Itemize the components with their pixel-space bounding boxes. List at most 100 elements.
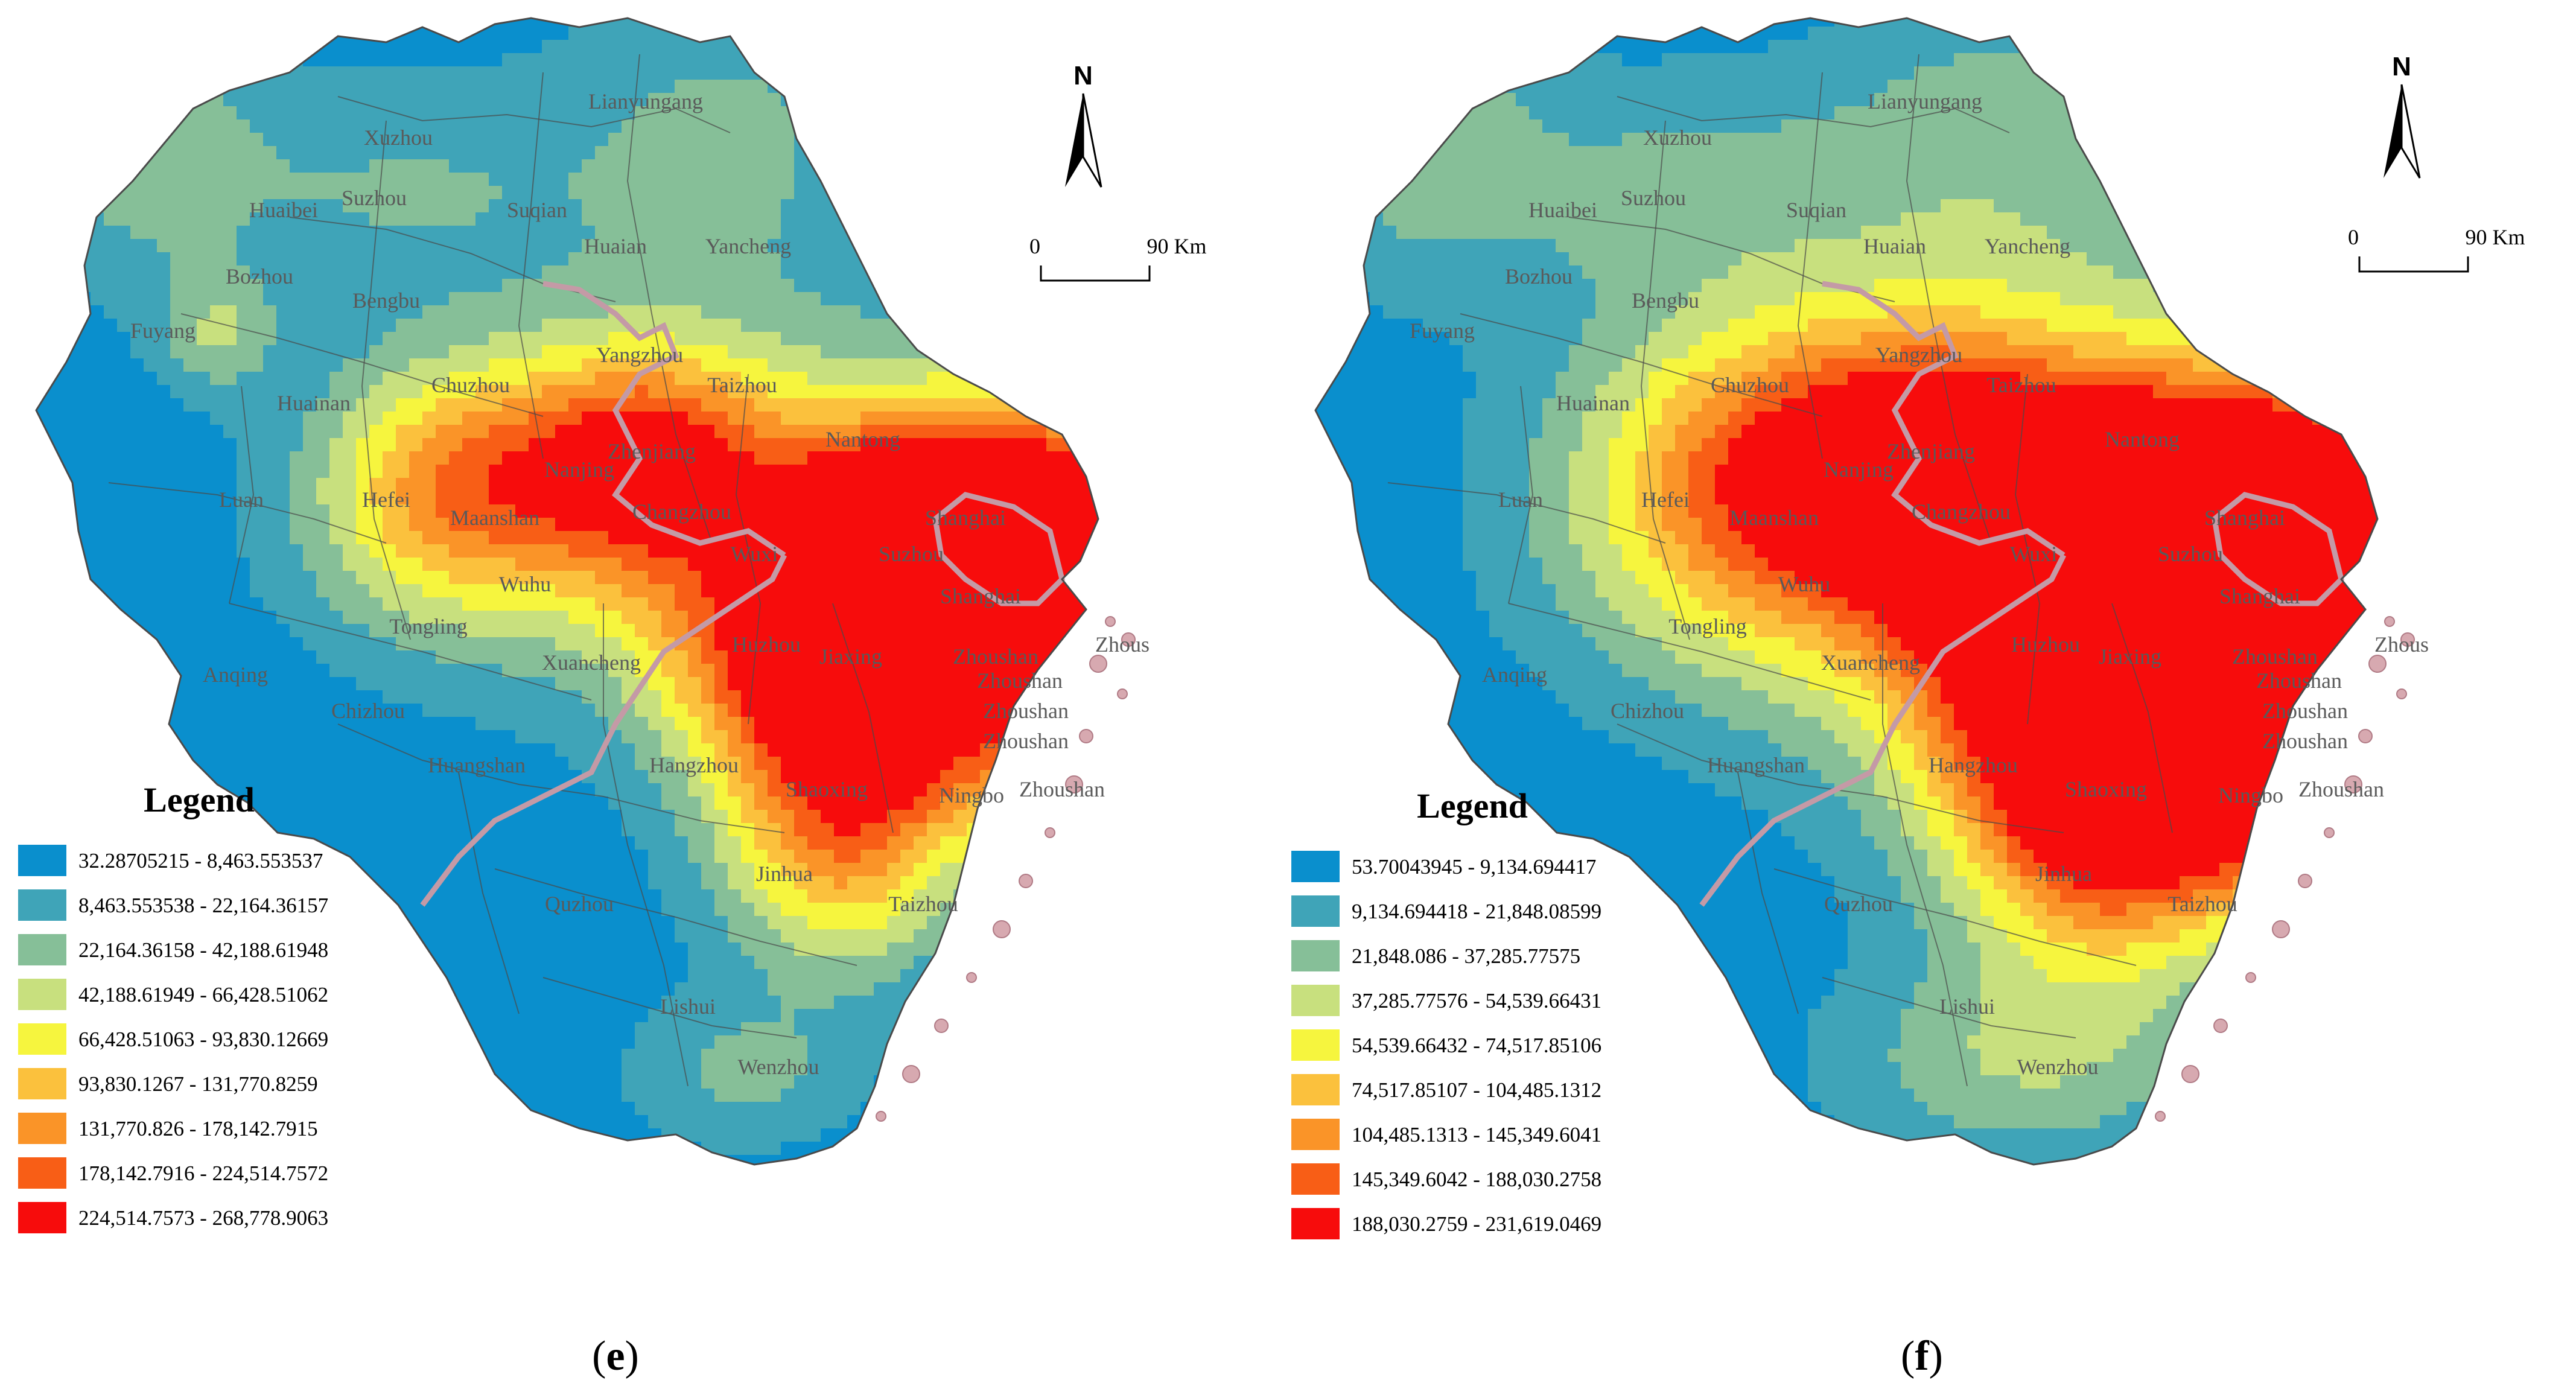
- city-label: Nanjing: [1824, 457, 1894, 482]
- city-label: Hefei: [362, 488, 410, 512]
- legend-swatch: [1291, 1119, 1340, 1150]
- legend-swatch: [1291, 1208, 1340, 1239]
- city-label: Shanghai: [2219, 584, 2300, 608]
- scale-end: 90 Km: [2466, 225, 2525, 249]
- city-label: Zhoushan: [953, 644, 1038, 669]
- city-label: Anqing: [203, 663, 268, 687]
- legend-label: 188,030.2759 - 231,619.0469: [1352, 1212, 1601, 1236]
- city-label: Chuzhou: [431, 373, 510, 397]
- city-label: Shanghai: [925, 506, 1006, 530]
- city-label: Huangshan: [1707, 753, 1805, 777]
- city-label: Tongling: [389, 614, 467, 638]
- city-label: Huaibei: [1528, 198, 1597, 222]
- legend-label: 93,830.1267 - 131,770.8259: [78, 1072, 318, 1096]
- scale-bar: 0 90 Km: [1029, 234, 1207, 282]
- city-label: Luan: [219, 488, 264, 512]
- city-label: Zhoushan: [977, 669, 1063, 693]
- city-label: Jiaxing: [819, 644, 882, 669]
- city-label: Zhoushan: [2262, 699, 2348, 723]
- legend-label: 74,517.85107 - 104,485.1312: [1352, 1078, 1601, 1102]
- city-label: Taizhou: [1986, 373, 2056, 397]
- city-label: Zhoushan: [983, 729, 1069, 753]
- legend-label: 42,188.61949 - 66,428.51062: [78, 983, 328, 1006]
- city-label: Wuhu: [499, 572, 552, 596]
- legend-swatch: [18, 979, 66, 1010]
- city-label: Hangzhou: [649, 753, 739, 777]
- city-label: Xuzhou: [364, 126, 433, 150]
- city-label: Quzhou: [545, 892, 614, 916]
- legend-swatch: [18, 845, 66, 876]
- city-label: Zhoushan: [2298, 777, 2384, 801]
- city-label: Maanshan: [450, 506, 539, 530]
- city-label: Suqian: [507, 198, 567, 222]
- city-label: Shanghai: [2204, 506, 2285, 530]
- legend-swatch: [1291, 1029, 1340, 1061]
- scale-bar: 0 90 Km: [2348, 225, 2525, 273]
- city-labels: Xuzhou Lianyungang Suzhou Huaibei Suqian Huai…: [130, 89, 1150, 1079]
- city-label: Xuancheng: [542, 650, 641, 675]
- city-label: Zhoushan: [2256, 669, 2342, 693]
- city-label: Shanghai: [940, 584, 1021, 608]
- legend-swatch: [18, 1068, 66, 1099]
- city-label: Taizhou: [888, 892, 958, 916]
- legend-swatch: [1291, 940, 1340, 971]
- city-label: Chizhou: [331, 699, 405, 723]
- city-label: Hangzhou: [1929, 753, 2018, 777]
- city-label: Tongling: [1668, 614, 1746, 638]
- city-label: Shaoxing: [2065, 777, 2147, 801]
- legend-title: Legend: [1417, 786, 1528, 825]
- legend-swatch: [1291, 895, 1340, 927]
- city-label: Yancheng: [1985, 234, 2070, 258]
- legend-swatch: [18, 889, 66, 921]
- city-label: Huaian: [1863, 234, 1926, 258]
- panel-caption: (f): [1901, 1333, 1943, 1379]
- admin-boundaries: [1314, 17, 2415, 1166]
- city-label: Fuyang: [1410, 319, 1475, 343]
- panel-caption: (e): [592, 1333, 639, 1379]
- city-label: Zhoushan: [983, 699, 1069, 723]
- city-label: Lianyungang: [1868, 89, 1982, 113]
- legend-label: 53.70043945 - 9,134.694417: [1352, 855, 1596, 879]
- city-label: Wenzhou: [737, 1055, 819, 1079]
- city-label: Jinhua: [756, 862, 813, 886]
- city-label: Ningbo: [939, 783, 1004, 807]
- legend-swatch: [18, 934, 66, 965]
- city-label: Zhoushan: [2262, 729, 2348, 753]
- city-label: Zhous: [2374, 632, 2429, 656]
- map-panel-f: Xuzhou Lianyungang Suzhou Huaibei Suqian Huai…: [1314, 17, 2429, 1166]
- city-label: Luan: [1498, 488, 1543, 512]
- city-label: Fuyang: [130, 319, 196, 343]
- city-label: Huangshan: [428, 753, 526, 777]
- city-label: Huainan: [277, 391, 351, 415]
- map-panel-e: Xuzhou Lianyungang Suzhou Huaibei Suqian Huai…: [35, 17, 1150, 1166]
- legend-swatch: [1291, 1074, 1340, 1105]
- city-label: Suzhou: [1621, 186, 1686, 210]
- legend-swatch: [1291, 985, 1340, 1016]
- scale-start: 0: [2348, 225, 2359, 249]
- city-label: Jinhua: [2035, 862, 2092, 886]
- city-label: Zhoushan: [2232, 644, 2318, 669]
- north-arrow-icon: N: [2384, 52, 2421, 179]
- city-label: Suqian: [1786, 198, 1846, 222]
- city-label: Xuancheng: [1821, 650, 1920, 675]
- legend-label: 22,164.36158 - 42,188.61948: [78, 938, 328, 962]
- city-label: Lianyungang: [588, 89, 703, 113]
- legend-title: Legend: [144, 780, 255, 819]
- city-label: Zhoushan: [1019, 777, 1105, 801]
- admin-boundaries: [35, 17, 1136, 1166]
- city-label: Maanshan: [1729, 506, 1819, 530]
- scale-end: 90 Km: [1147, 234, 1207, 258]
- city-label: Bozhou: [1505, 264, 1573, 288]
- city-label: Huainan: [1556, 391, 1630, 415]
- city-label: Bengbu: [352, 288, 420, 313]
- north-arrow-icon: N: [1065, 61, 1102, 188]
- legend-label: 131,770.826 - 178,142.7915: [78, 1117, 318, 1140]
- city-label: Suzhou: [879, 542, 944, 566]
- city-label: Zhenjiang: [608, 439, 696, 463]
- legend-label: 21,848.086 - 37,285.77575: [1352, 944, 1580, 968]
- city-label: Xuzhou: [1643, 126, 1712, 150]
- city-label: Lishui: [1939, 994, 1995, 1019]
- city-label: Jiaxing: [2099, 644, 2161, 669]
- city-label: Yangzhou: [596, 343, 683, 367]
